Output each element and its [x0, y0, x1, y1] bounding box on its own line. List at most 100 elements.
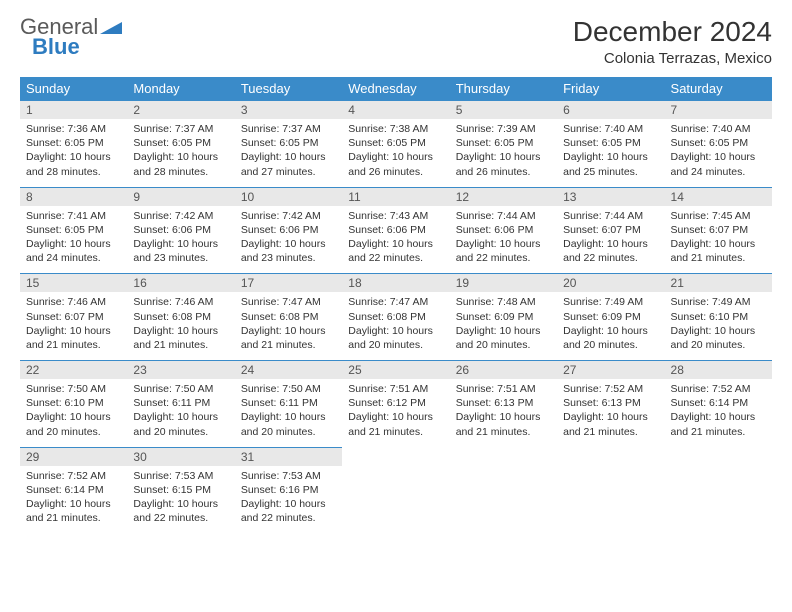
sunset-line: Sunset: 6:11 PM	[241, 396, 336, 410]
day-cell: 22Sunrise: 7:50 AMSunset: 6:10 PMDayligh…	[20, 360, 127, 447]
calendar-cell	[450, 447, 557, 534]
title-block: December 2024 Colonia Terrazas, Mexico	[573, 16, 772, 67]
sunrise-line: Sunrise: 7:45 AM	[671, 209, 766, 223]
calendar-row: 29Sunrise: 7:52 AMSunset: 6:14 PMDayligh…	[20, 447, 772, 534]
day-body: Sunrise: 7:44 AMSunset: 6:07 PMDaylight:…	[557, 206, 664, 274]
day-body: Sunrise: 7:42 AMSunset: 6:06 PMDaylight:…	[127, 206, 234, 274]
day-number: 22	[20, 361, 127, 379]
day-number: 10	[235, 188, 342, 206]
sunset-line: Sunset: 6:10 PM	[26, 396, 121, 410]
daylight-line: Daylight: 10 hours and 21 minutes.	[348, 410, 443, 438]
day-number: 14	[665, 188, 772, 206]
day-body: Sunrise: 7:40 AMSunset: 6:05 PMDaylight:…	[665, 119, 772, 187]
calendar-cell: 2Sunrise: 7:37 AMSunset: 6:05 PMDaylight…	[127, 100, 234, 187]
day-number: 6	[557, 101, 664, 119]
daylight-line: Daylight: 10 hours and 21 minutes.	[456, 410, 551, 438]
calendar-cell: 7Sunrise: 7:40 AMSunset: 6:05 PMDaylight…	[665, 100, 772, 187]
sunrise-line: Sunrise: 7:41 AM	[26, 209, 121, 223]
sunrise-line: Sunrise: 7:53 AM	[133, 469, 228, 483]
sunset-line: Sunset: 6:11 PM	[133, 396, 228, 410]
day-number: 23	[127, 361, 234, 379]
day-body: Sunrise: 7:38 AMSunset: 6:05 PMDaylight:…	[342, 119, 449, 187]
sunrise-line: Sunrise: 7:40 AM	[671, 122, 766, 136]
sunset-line: Sunset: 6:14 PM	[671, 396, 766, 410]
day-body: Sunrise: 7:49 AMSunset: 6:10 PMDaylight:…	[665, 292, 772, 360]
calendar-cell: 24Sunrise: 7:50 AMSunset: 6:11 PMDayligh…	[235, 360, 342, 447]
calendar-cell: 11Sunrise: 7:43 AMSunset: 6:06 PMDayligh…	[342, 187, 449, 274]
location: Colonia Terrazas, Mexico	[573, 50, 772, 67]
daylight-line: Daylight: 10 hours and 22 minutes.	[456, 237, 551, 265]
sunset-line: Sunset: 6:05 PM	[26, 136, 121, 150]
day-number: 9	[127, 188, 234, 206]
calendar-cell: 5Sunrise: 7:39 AMSunset: 6:05 PMDaylight…	[450, 100, 557, 187]
sunrise-line: Sunrise: 7:36 AM	[26, 122, 121, 136]
sunset-line: Sunset: 6:06 PM	[456, 223, 551, 237]
sunset-line: Sunset: 6:09 PM	[563, 310, 658, 324]
sunset-line: Sunset: 6:06 PM	[241, 223, 336, 237]
calendar-row: 8Sunrise: 7:41 AMSunset: 6:05 PMDaylight…	[20, 187, 772, 274]
day-body: Sunrise: 7:50 AMSunset: 6:10 PMDaylight:…	[20, 379, 127, 447]
day-cell: 31Sunrise: 7:53 AMSunset: 6:16 PMDayligh…	[235, 447, 342, 534]
sunrise-line: Sunrise: 7:50 AM	[241, 382, 336, 396]
day-cell: 8Sunrise: 7:41 AMSunset: 6:05 PMDaylight…	[20, 187, 127, 274]
day-number: 13	[557, 188, 664, 206]
sunset-line: Sunset: 6:05 PM	[563, 136, 658, 150]
sunset-line: Sunset: 6:07 PM	[671, 223, 766, 237]
sunset-line: Sunset: 6:15 PM	[133, 483, 228, 497]
day-body: Sunrise: 7:47 AMSunset: 6:08 PMDaylight:…	[342, 292, 449, 360]
day-cell: 17Sunrise: 7:47 AMSunset: 6:08 PMDayligh…	[235, 273, 342, 360]
day-body: Sunrise: 7:41 AMSunset: 6:05 PMDaylight:…	[20, 206, 127, 274]
day-number: 18	[342, 274, 449, 292]
day-body: Sunrise: 7:43 AMSunset: 6:06 PMDaylight:…	[342, 206, 449, 274]
day-body: Sunrise: 7:46 AMSunset: 6:07 PMDaylight:…	[20, 292, 127, 360]
calendar-row: 1Sunrise: 7:36 AMSunset: 6:05 PMDaylight…	[20, 100, 772, 187]
calendar-cell: 1Sunrise: 7:36 AMSunset: 6:05 PMDaylight…	[20, 100, 127, 187]
sunrise-line: Sunrise: 7:53 AM	[241, 469, 336, 483]
day-number: 21	[665, 274, 772, 292]
day-number: 11	[342, 188, 449, 206]
sunrise-line: Sunrise: 7:37 AM	[133, 122, 228, 136]
daylight-line: Daylight: 10 hours and 21 minutes.	[671, 237, 766, 265]
day-body: Sunrise: 7:52 AMSunset: 6:14 PMDaylight:…	[665, 379, 772, 447]
day-body: Sunrise: 7:46 AMSunset: 6:08 PMDaylight:…	[127, 292, 234, 360]
sunrise-line: Sunrise: 7:49 AM	[563, 295, 658, 309]
daylight-line: Daylight: 10 hours and 22 minutes.	[348, 237, 443, 265]
day-number: 2	[127, 101, 234, 119]
daylight-line: Daylight: 10 hours and 20 minutes.	[456, 324, 551, 352]
sunrise-line: Sunrise: 7:43 AM	[348, 209, 443, 223]
calendar-cell: 6Sunrise: 7:40 AMSunset: 6:05 PMDaylight…	[557, 100, 664, 187]
day-cell: 7Sunrise: 7:40 AMSunset: 6:05 PMDaylight…	[665, 100, 772, 187]
sunrise-line: Sunrise: 7:51 AM	[348, 382, 443, 396]
calendar-cell: 17Sunrise: 7:47 AMSunset: 6:08 PMDayligh…	[235, 273, 342, 360]
daylight-line: Daylight: 10 hours and 22 minutes.	[563, 237, 658, 265]
day-cell: 11Sunrise: 7:43 AMSunset: 6:06 PMDayligh…	[342, 187, 449, 274]
day-body: Sunrise: 7:52 AMSunset: 6:13 PMDaylight:…	[557, 379, 664, 447]
calendar-row: 15Sunrise: 7:46 AMSunset: 6:07 PMDayligh…	[20, 273, 772, 360]
day-body: Sunrise: 7:44 AMSunset: 6:06 PMDaylight:…	[450, 206, 557, 274]
sunrise-line: Sunrise: 7:51 AM	[456, 382, 551, 396]
day-cell: 4Sunrise: 7:38 AMSunset: 6:05 PMDaylight…	[342, 100, 449, 187]
daylight-line: Daylight: 10 hours and 28 minutes.	[133, 150, 228, 178]
logo: General Blue	[20, 16, 122, 58]
day-number: 3	[235, 101, 342, 119]
day-number: 29	[20, 448, 127, 466]
sunset-line: Sunset: 6:06 PM	[133, 223, 228, 237]
weekday-header: Sunday	[20, 77, 127, 100]
day-cell: 19Sunrise: 7:48 AMSunset: 6:09 PMDayligh…	[450, 273, 557, 360]
calendar-head: SundayMondayTuesdayWednesdayThursdayFrid…	[20, 77, 772, 100]
day-cell: 9Sunrise: 7:42 AMSunset: 6:06 PMDaylight…	[127, 187, 234, 274]
day-number: 28	[665, 361, 772, 379]
calendar-cell: 20Sunrise: 7:49 AMSunset: 6:09 PMDayligh…	[557, 273, 664, 360]
weekday-header: Saturday	[665, 77, 772, 100]
day-body: Sunrise: 7:40 AMSunset: 6:05 PMDaylight:…	[557, 119, 664, 187]
calendar-body: 1Sunrise: 7:36 AMSunset: 6:05 PMDaylight…	[20, 100, 772, 533]
calendar-cell: 31Sunrise: 7:53 AMSunset: 6:16 PMDayligh…	[235, 447, 342, 534]
weekday-header: Thursday	[450, 77, 557, 100]
day-body: Sunrise: 7:51 AMSunset: 6:12 PMDaylight:…	[342, 379, 449, 447]
day-number: 16	[127, 274, 234, 292]
day-number: 7	[665, 101, 772, 119]
day-body: Sunrise: 7:49 AMSunset: 6:09 PMDaylight:…	[557, 292, 664, 360]
calendar-row: 22Sunrise: 7:50 AMSunset: 6:10 PMDayligh…	[20, 360, 772, 447]
daylight-line: Daylight: 10 hours and 21 minutes.	[26, 324, 121, 352]
sunset-line: Sunset: 6:05 PM	[671, 136, 766, 150]
